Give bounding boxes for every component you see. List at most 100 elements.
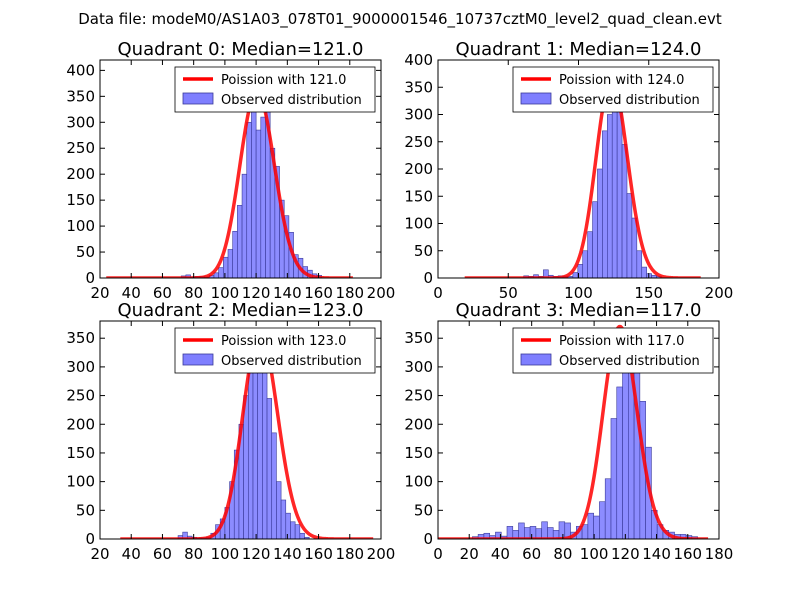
- x-tick-label: 40: [491, 545, 510, 563]
- histogram-bar: [622, 144, 627, 278]
- y-tick-label: 100: [404, 215, 433, 233]
- histogram-bar: [272, 433, 277, 539]
- y-tick-label: 0: [85, 530, 95, 548]
- figure: Data file: modeM0/AS1A03_078T01_90000015…: [0, 0, 800, 600]
- y-tick-label: 0: [423, 269, 433, 287]
- y-tick-label: 200: [404, 160, 433, 178]
- y-tick-label: 50: [76, 501, 95, 519]
- y-tick-label: 250: [66, 387, 95, 405]
- legend-bar-label: Observed distribution: [559, 354, 700, 369]
- histogram-bar: [300, 533, 305, 539]
- x-tick-label: 60: [522, 545, 541, 563]
- x-tick-label: 60: [153, 545, 172, 563]
- histogram-bar: [559, 522, 565, 539]
- histogram-bar: [286, 513, 291, 539]
- histogram-bar: [599, 502, 605, 539]
- histogram-bar: [637, 251, 642, 278]
- legend-bar-label: Observed distribution: [559, 93, 700, 108]
- histogram-bar: [612, 93, 617, 278]
- legend-bar-swatch: [521, 354, 551, 365]
- histogram-bar: [233, 231, 238, 278]
- quadrant-2-chart: Quadrant 2: Median=123.020 40 60 80 100 120 14…: [66, 300, 395, 563]
- plot-area: [106, 91, 353, 278]
- x-tick-label: 200: [367, 545, 396, 563]
- y-tick-label: 100: [66, 473, 95, 491]
- quadrant-3-chart: Quadrant 3: Median=117.00 20 40 60 80 100 120 1…: [404, 300, 733, 563]
- y-tick-label: 100: [66, 217, 95, 235]
- y-tick-label: 300: [66, 358, 95, 376]
- histogram-bar: [261, 117, 266, 278]
- y-tick-label: 350: [404, 329, 433, 347]
- y-tick-label: 250: [404, 387, 433, 405]
- x-tick-label: 180: [335, 545, 364, 563]
- quadrant-1-chart: Quadrant 1: Median=124.0 0 50 100 150 200 0 50 1…: [404, 39, 733, 302]
- chart-title: Quadrant 3: Median=117.0: [456, 300, 702, 321]
- histogram-bar: [223, 257, 228, 278]
- y-tick-label: 250: [66, 139, 95, 157]
- chart-title: Quadrant 1: Median=124.0: [456, 39, 702, 60]
- histogram-bar: [242, 174, 247, 278]
- x-tick-label: 160: [673, 545, 702, 563]
- y-tick-label: 200: [66, 165, 95, 183]
- legend: Poission with 117.0 Observed distribution: [513, 328, 713, 373]
- legend-bar-swatch: [183, 93, 213, 104]
- histogram-bar: [605, 479, 611, 539]
- legend: Poission with 124.0 Observed distribution: [513, 67, 713, 112]
- histogram-bar: [607, 115, 612, 279]
- histogram-bar: [228, 249, 233, 278]
- y-tick-label: 300: [404, 106, 433, 124]
- y-tick-label: 50: [414, 501, 433, 519]
- legend-line-label: Poission with 117.0: [559, 334, 684, 349]
- figure-title: Data file: modeM0/AS1A03_078T01_90000015…: [78, 10, 722, 29]
- y-tick-label: 150: [66, 191, 95, 209]
- chart-title: Quadrant 0: Median=121.0: [118, 39, 364, 60]
- histogram-bar: [290, 522, 295, 539]
- y-tick-label: 150: [404, 444, 433, 462]
- legend-line-label: Poission with 121.0: [221, 73, 346, 88]
- legend-bar-label: Observed distribution: [221, 93, 362, 108]
- legend-bar-swatch: [183, 354, 213, 365]
- quadrant-0-chart: Quadrant 0: Median=121.020 40 60 80 100 120 14…: [66, 39, 395, 302]
- histogram-bar: [542, 522, 548, 539]
- y-tick-label: 400: [404, 51, 433, 69]
- histogram-bar: [617, 387, 623, 539]
- y-tick-label: 350: [66, 87, 95, 105]
- histogram-bar: [611, 419, 617, 539]
- y-tick-label: 400: [66, 61, 95, 79]
- x-tick-label: 140: [273, 545, 302, 563]
- histogram-bar: [588, 513, 594, 539]
- legend: Poission with 123.0 Observed distribution: [175, 328, 375, 373]
- histogram-bar: [597, 169, 602, 278]
- y-tick-label: 150: [404, 187, 433, 205]
- histogram-bar: [588, 232, 593, 278]
- histogram-bar: [251, 102, 256, 278]
- x-tick-label: 160: [304, 545, 333, 563]
- y-tick-label: 0: [85, 269, 95, 287]
- y-tick-label: 350: [66, 329, 95, 347]
- histogram-bar: [244, 396, 249, 539]
- histogram-bar: [295, 525, 300, 539]
- y-tick-label: 150: [66, 444, 95, 462]
- histogram-bar: [281, 500, 286, 539]
- histogram-bar: [256, 130, 261, 278]
- histogram-bar: [248, 367, 253, 539]
- y-tick-label: 200: [66, 415, 95, 433]
- y-tick-label: 200: [404, 415, 433, 433]
- histogram-bar: [623, 367, 629, 539]
- x-tick-label: 200: [705, 284, 734, 302]
- legend: Poission with 121.0 Observed distribution: [175, 67, 375, 112]
- histogram-bar: [602, 131, 607, 278]
- histogram-bar: [276, 482, 281, 539]
- histogram-bar: [632, 218, 637, 278]
- histogram-bar: [573, 273, 578, 278]
- histogram-bar: [507, 526, 513, 539]
- histogram-bar: [593, 202, 598, 278]
- histogram-bar: [267, 398, 272, 539]
- histogram-bar: [237, 205, 242, 278]
- histogram-bar: [214, 273, 219, 278]
- y-tick-label: 300: [66, 113, 95, 131]
- legend-bar-label: Observed distribution: [221, 354, 362, 369]
- y-tick-label: 0: [423, 530, 433, 548]
- histogram-bar: [219, 268, 224, 278]
- x-tick-label: 140: [642, 545, 671, 563]
